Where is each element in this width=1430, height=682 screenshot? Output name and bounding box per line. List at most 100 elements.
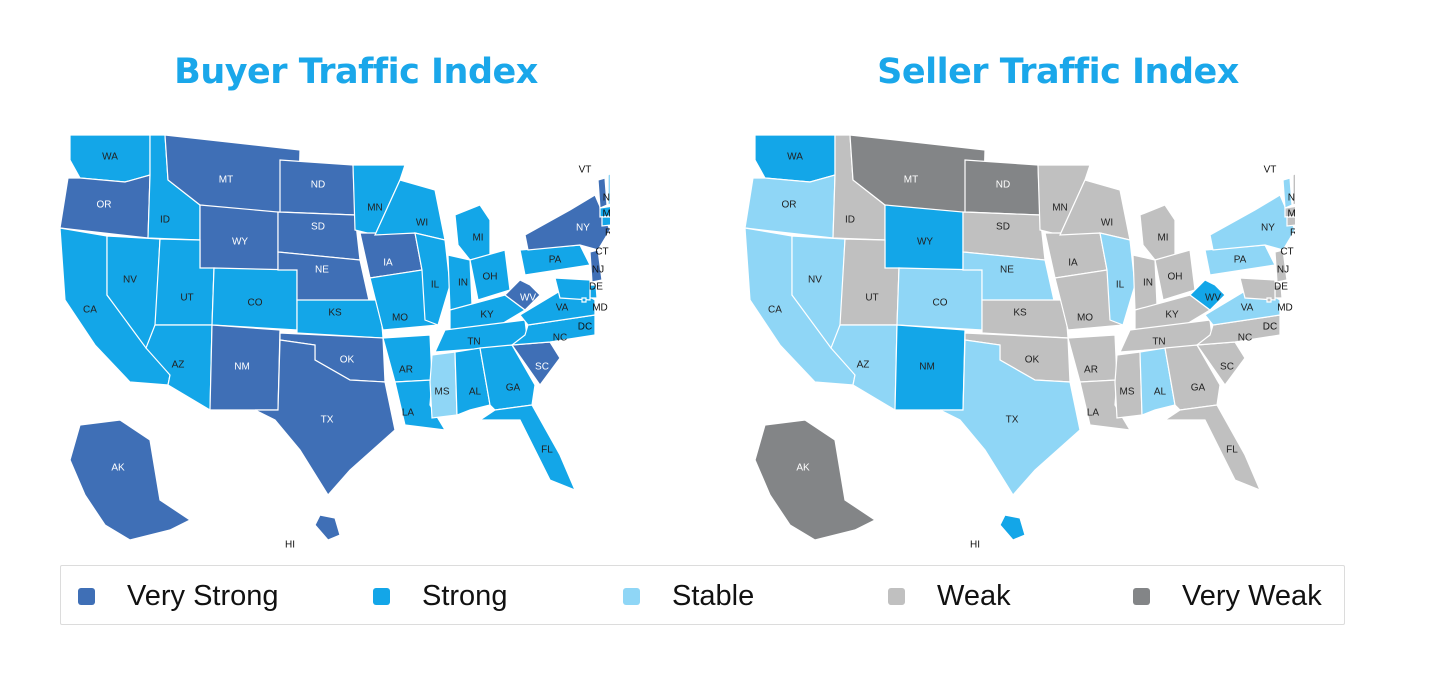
state-label-ut: UT bbox=[865, 293, 878, 304]
state-label-vt: VT bbox=[579, 165, 592, 176]
state-label-sd: SD bbox=[311, 222, 325, 233]
state-label-in: IN bbox=[458, 278, 468, 289]
state-label-tn: TN bbox=[1152, 337, 1165, 348]
state-label-nv: NV bbox=[808, 275, 822, 286]
state-label-fl: FL bbox=[1226, 445, 1238, 456]
state-label-ok: OK bbox=[1025, 355, 1040, 366]
state-label-va: VA bbox=[1241, 303, 1254, 314]
state-label-nc: NC bbox=[553, 333, 567, 344]
legend: Very Strong Strong Stable Weak Very Weak bbox=[60, 565, 1345, 625]
state-ma bbox=[599, 205, 610, 218]
state-label-al: AL bbox=[1154, 387, 1167, 398]
state-label-ga: GA bbox=[506, 383, 521, 394]
state-label-al: AL bbox=[469, 387, 482, 398]
state-label-dc: DC bbox=[578, 322, 592, 333]
state-fl bbox=[478, 404, 577, 492]
legend-item-weak: Weak bbox=[888, 566, 1011, 626]
legend-swatch-very-strong bbox=[78, 587, 95, 605]
state-ny bbox=[524, 194, 610, 251]
legend-item-strong: Strong bbox=[373, 566, 507, 626]
state-label-sc: SC bbox=[535, 362, 549, 373]
state-tx bbox=[939, 339, 1081, 497]
state-label-ms: MS bbox=[1120, 387, 1135, 398]
state-il bbox=[414, 232, 451, 326]
state-ak bbox=[69, 419, 192, 541]
state-label-sd: SD bbox=[996, 222, 1010, 233]
state-dc bbox=[1266, 297, 1272, 303]
state-label-nj: NJ bbox=[1277, 265, 1289, 276]
state-label-mt: MT bbox=[219, 175, 233, 186]
legend-label-stable: Stable bbox=[672, 579, 755, 612]
state-label-or: OR bbox=[97, 200, 112, 211]
state-label-ca: CA bbox=[768, 305, 782, 316]
state-label-ms: MS bbox=[435, 387, 450, 398]
state-hi bbox=[314, 514, 341, 541]
state-label-wv: WV bbox=[1205, 293, 1221, 304]
state-nj bbox=[1274, 249, 1288, 283]
legend-item-stable: Stable bbox=[623, 566, 754, 626]
state-label-ky: KY bbox=[480, 310, 494, 321]
state-label-pa: PA bbox=[1234, 255, 1247, 266]
state-label-ri: RI bbox=[1290, 228, 1295, 239]
state-ms bbox=[429, 351, 458, 419]
state-label-hi: HI bbox=[970, 540, 980, 551]
state-label-co: CO bbox=[248, 298, 263, 309]
state-label-wa: WA bbox=[787, 152, 803, 163]
state-nh bbox=[607, 173, 610, 206]
state-ks bbox=[296, 299, 384, 339]
state-ma bbox=[1284, 205, 1295, 218]
state-label-la: LA bbox=[402, 408, 415, 419]
state-label-ma: MA bbox=[1288, 209, 1296, 220]
state-label-mt: MT bbox=[904, 175, 918, 186]
state-ct bbox=[1286, 216, 1295, 227]
state-label-ma: MA bbox=[603, 209, 611, 220]
state-label-nd: ND bbox=[311, 180, 325, 191]
state-label-oh: OH bbox=[1168, 272, 1183, 283]
state-label-ia: IA bbox=[383, 258, 393, 269]
legend-item-very-strong: Very Strong bbox=[78, 566, 279, 626]
state-tx bbox=[254, 339, 396, 497]
legend-label-very-weak: Very Weak bbox=[1182, 579, 1322, 612]
state-label-ak: AK bbox=[796, 463, 810, 474]
state-ny bbox=[1209, 194, 1295, 251]
state-label-ny: NY bbox=[576, 223, 590, 234]
state-label-ny: NY bbox=[1261, 223, 1275, 234]
seller-map-title: Seller Traffic Index bbox=[877, 52, 1239, 92]
state-label-az: AZ bbox=[172, 360, 185, 371]
state-fl bbox=[1163, 404, 1262, 492]
state-al bbox=[454, 347, 491, 416]
state-label-ne: NE bbox=[315, 265, 329, 276]
state-label-ia: IA bbox=[1068, 258, 1078, 269]
state-label-nh: NH bbox=[1288, 193, 1295, 204]
state-label-wy: WY bbox=[917, 237, 933, 248]
state-label-hi: HI bbox=[285, 540, 295, 551]
state-label-in: IN bbox=[1143, 278, 1153, 289]
state-hi bbox=[999, 514, 1026, 541]
state-label-ca: CA bbox=[83, 305, 97, 316]
state-label-wy: WY bbox=[232, 237, 248, 248]
state-label-ne: NE bbox=[1000, 265, 1014, 276]
state-md bbox=[1239, 277, 1276, 301]
state-label-pa: PA bbox=[549, 255, 562, 266]
seller-traffic-map: WA OR CA ID NV MT WY UT AZ CO NM ND SD NE KS OK TX MN IA MO… bbox=[735, 120, 1295, 560]
state-label-la: LA bbox=[1087, 408, 1100, 419]
state-label-mn: MN bbox=[1052, 203, 1068, 214]
state-label-co: CO bbox=[933, 298, 948, 309]
legend-item-very-weak: Very Weak bbox=[1133, 566, 1322, 626]
state-label-id: ID bbox=[160, 215, 170, 226]
state-label-nc: NC bbox=[1238, 333, 1252, 344]
state-label-ct: CT bbox=[1280, 247, 1293, 258]
state-label-ks: KS bbox=[328, 308, 342, 319]
state-al bbox=[1139, 347, 1176, 416]
state-wv bbox=[504, 279, 541, 316]
state-dc bbox=[581, 297, 587, 303]
state-ak bbox=[754, 419, 877, 541]
legend-swatch-weak bbox=[888, 587, 905, 605]
state-label-id: ID bbox=[845, 215, 855, 226]
state-label-fl: FL bbox=[541, 445, 553, 456]
legend-label-weak: Weak bbox=[937, 579, 1011, 612]
state-label-nh: NH bbox=[603, 193, 610, 204]
state-label-ar: AR bbox=[399, 365, 413, 376]
state-label-md: MD bbox=[592, 303, 608, 314]
state-label-wv: WV bbox=[520, 293, 536, 304]
